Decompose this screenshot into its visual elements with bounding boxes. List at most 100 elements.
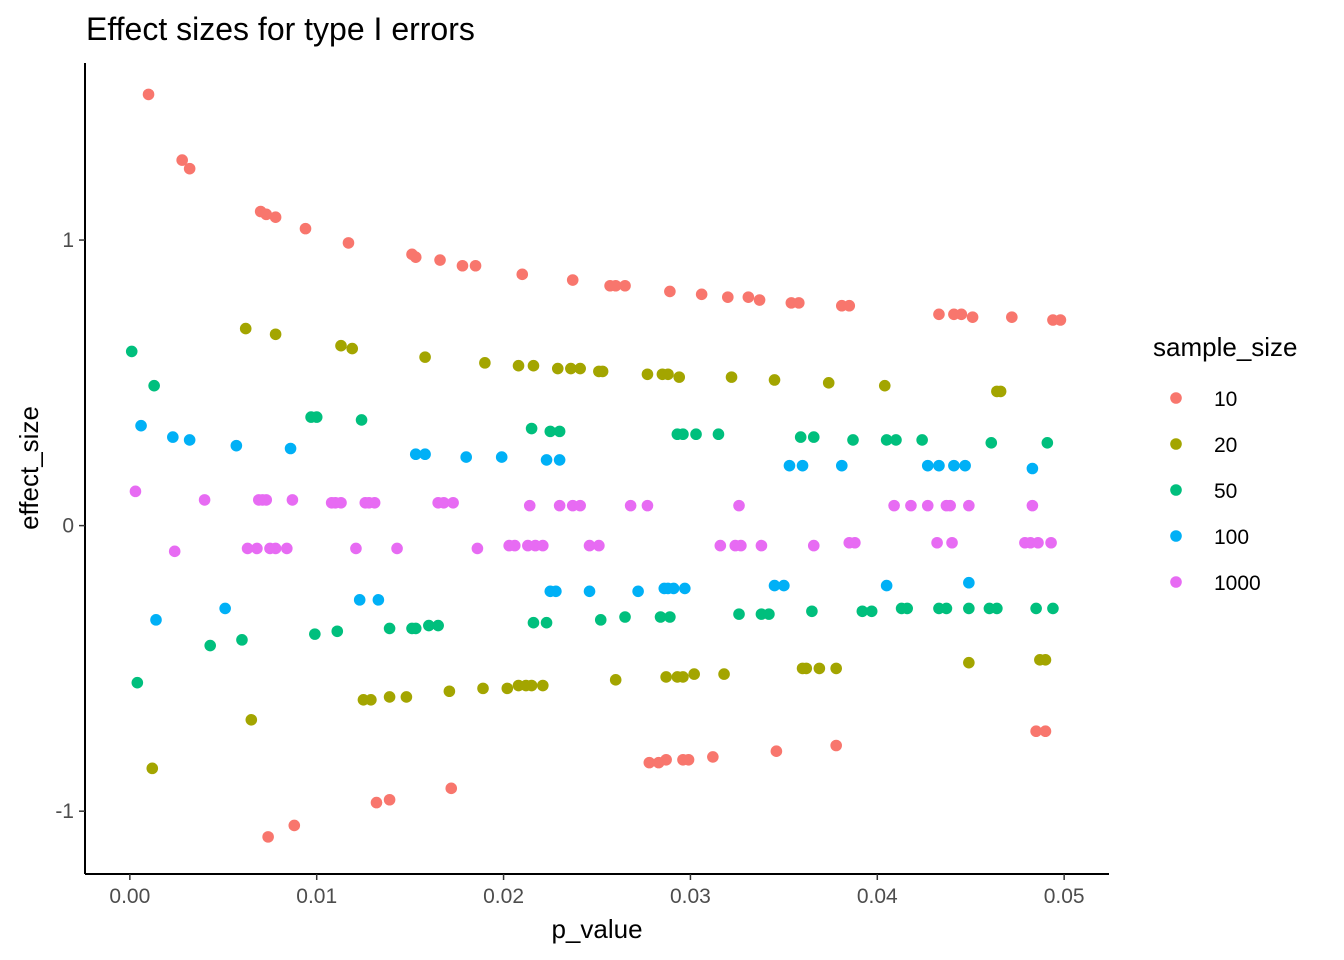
data-point-1000 [553, 499, 566, 512]
data-point-50 [880, 434, 893, 446]
data-point-1000 [1045, 536, 1057, 549]
data-point-20 [383, 691, 396, 703]
data-point-1000 [537, 539, 549, 552]
data-point-10 [966, 311, 979, 323]
data-point-20 [512, 359, 525, 372]
data-point-1000 [281, 542, 293, 555]
data-point-1000 [1026, 499, 1039, 512]
data-point-20 [574, 362, 586, 375]
data-point-50 [553, 425, 566, 438]
data-point-20 [269, 328, 282, 341]
data-point-10 [409, 251, 422, 263]
data-point-1000 [963, 499, 975, 512]
data-point-50 [677, 428, 689, 441]
data-point-50 [355, 414, 368, 426]
data-point-50 [940, 602, 953, 615]
data-point-1000 [508, 539, 521, 552]
data-point-20 [688, 668, 700, 680]
data-point-100 [550, 585, 562, 598]
y-axis-ticks: -1 0 1 [55, 229, 85, 823]
data-point-100 [880, 579, 893, 592]
data-point-10 [269, 211, 282, 224]
data-point-20 [830, 662, 842, 675]
data-point-1000 [391, 542, 403, 555]
legend-key-1000 [1170, 576, 1182, 588]
data-point-100 [419, 448, 431, 461]
data-point-50 [654, 611, 667, 623]
data-point-50 [963, 602, 975, 615]
y-tick-label: -1 [55, 800, 74, 823]
data-point-50 [594, 614, 607, 626]
data-point-10 [1039, 725, 1052, 738]
data-point-20 [239, 322, 252, 335]
data-point-1000 [849, 536, 861, 549]
data-point-1000 [807, 539, 820, 552]
data-point-20 [994, 385, 1007, 398]
data-point-10 [434, 254, 446, 266]
data-point-1000 [946, 536, 958, 549]
data-point-1000 [944, 499, 956, 512]
data-point-10 [643, 756, 656, 769]
points-layer [125, 88, 1067, 843]
data-point-50 [423, 619, 435, 632]
legend-key-20 [1170, 438, 1182, 450]
data-point-50 [432, 619, 444, 632]
data-point-10 [1006, 311, 1018, 323]
data-point-20 [419, 351, 431, 363]
data-point-20 [346, 342, 359, 355]
data-point-1000 [251, 542, 263, 555]
data-point-100 [921, 459, 934, 472]
data-point-1000 [921, 499, 934, 512]
data-point-1000 [905, 499, 917, 512]
data-point-100 [778, 579, 790, 592]
data-point-100 [768, 579, 781, 592]
data-point-50 [544, 425, 557, 438]
data-point-1000 [335, 496, 347, 509]
legend-label-20: 20 [1214, 434, 1237, 457]
data-point-20 [800, 662, 813, 675]
data-point-100 [495, 451, 508, 463]
data-point-20 [400, 691, 413, 703]
data-point-1000 [523, 499, 536, 512]
data-point-20 [443, 685, 456, 698]
data-point-20 [477, 682, 489, 695]
x-axis-title: p_value [551, 914, 642, 944]
data-point-1000 [574, 499, 586, 512]
x-tick-label: 0.01 [296, 885, 337, 908]
data-point-100 [933, 459, 945, 472]
data-point-100 [183, 434, 196, 446]
data-point-100 [632, 585, 644, 598]
data-point-50 [806, 605, 818, 618]
data-point-10 [742, 291, 755, 303]
data-point-1000 [286, 494, 299, 506]
data-point-20 [609, 674, 622, 686]
data-point-10 [370, 796, 383, 809]
x-tick-label: 0.05 [1044, 885, 1085, 908]
data-point-100 [948, 459, 960, 472]
data-point-50 [125, 345, 138, 358]
data-point-100 [796, 459, 809, 472]
x-tick-label: 0.00 [109, 885, 150, 908]
data-point-20 [677, 671, 689, 683]
data-point-10 [933, 308, 945, 321]
legend-items: 10 20 50 100 1000 [1170, 388, 1261, 595]
data-point-10 [516, 268, 529, 281]
data-point-10 [843, 299, 856, 312]
data-point-100 [372, 594, 385, 606]
data-point-10 [176, 154, 188, 166]
data-point-100 [1026, 462, 1039, 475]
y-tick-label: 0 [62, 515, 74, 538]
data-point-20 [335, 339, 347, 352]
data-point-20 [146, 762, 159, 775]
data-point-50 [985, 436, 998, 449]
data-point-50 [690, 428, 702, 441]
data-point-20 [596, 365, 609, 378]
data-point-20 [245, 713, 258, 726]
data-point-20 [565, 362, 577, 375]
data-point-100 [553, 454, 566, 466]
data-point-50 [409, 622, 422, 635]
x-tick-label: 0.04 [857, 885, 898, 908]
data-point-10 [142, 88, 155, 101]
data-point-20 [551, 362, 564, 375]
data-point-100 [230, 439, 243, 452]
